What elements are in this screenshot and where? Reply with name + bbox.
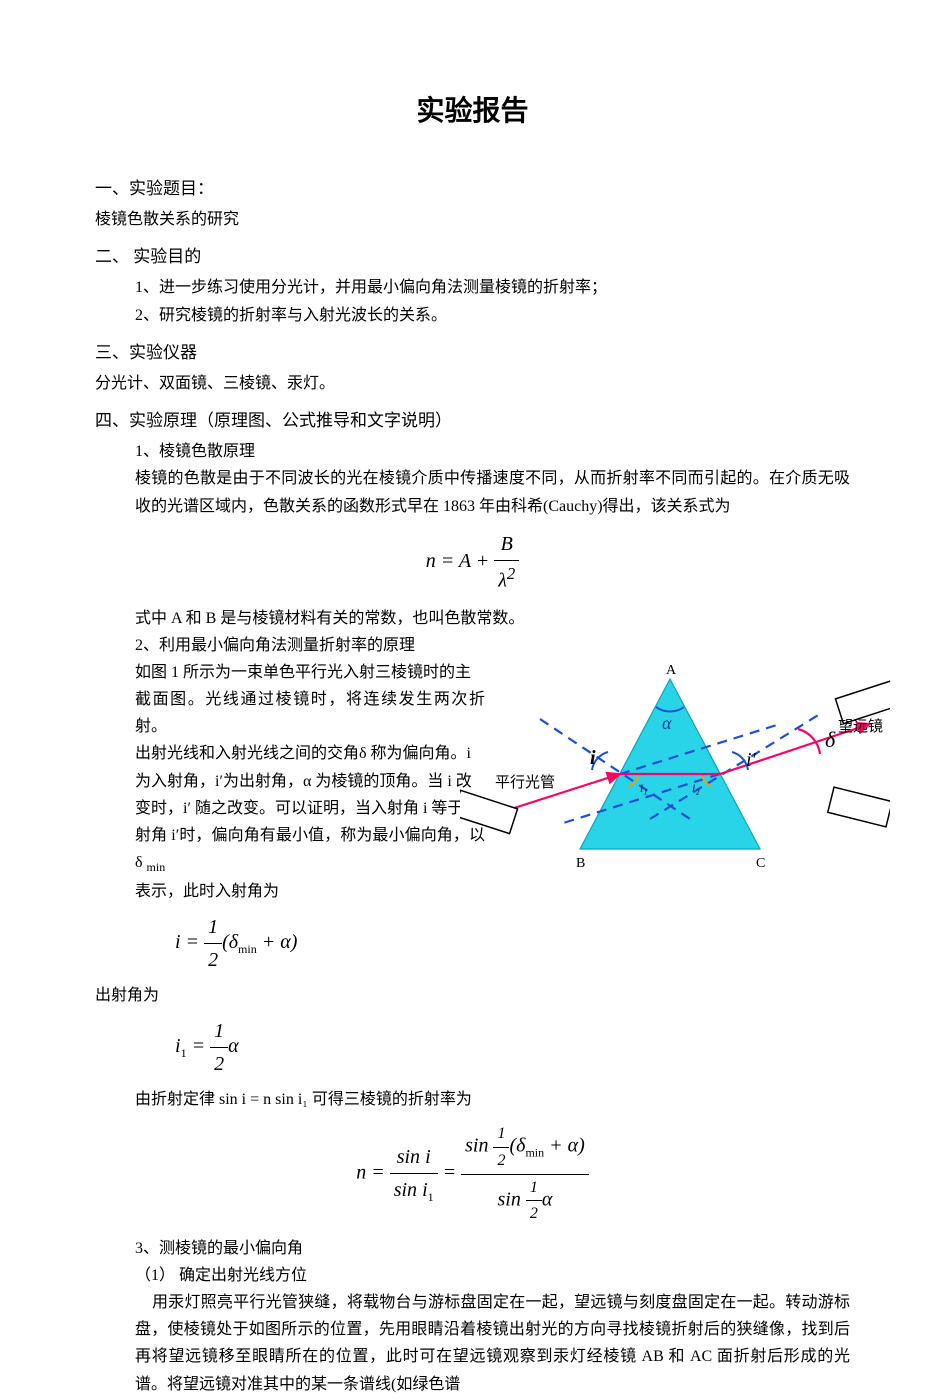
f3-num: 1 bbox=[210, 1015, 228, 1048]
p2-after: 由折射定律 sin i = n sin i₁ 可得三棱镜的折射率为 bbox=[95, 1086, 850, 1113]
section-2-item-2: 2、研究棱镜的折射率与入射光波长的关系。 bbox=[95, 302, 850, 329]
svg-text:C: C bbox=[756, 856, 765, 871]
section-3-heading: 三、实验仪器 bbox=[95, 339, 850, 366]
f1-num: B bbox=[494, 528, 519, 561]
principle-2-heading: 2、利用最小偏向角法测量折射率的原理 bbox=[95, 632, 850, 659]
p2-line-2: 出射光线和入射光线之间的交角δ 称为偏向角。i bbox=[95, 740, 485, 767]
svg-text:i′: i′ bbox=[746, 749, 757, 771]
f3-den: 2 bbox=[210, 1048, 228, 1080]
principle-1-after: 式中 A 和 B 是与棱镜材料有关的常数，也叫色散常数。 bbox=[95, 605, 850, 632]
f1-A: A bbox=[459, 550, 471, 572]
section-2-item-1: 1、进一步练习使用分光计，并用最小偏向角法测量棱镜的折射率； bbox=[95, 274, 850, 301]
section-1-body: 棱镜色散关系的研究 bbox=[95, 206, 850, 233]
principle-3-sub: （1） 确定出射光线方位 bbox=[95, 1262, 850, 1289]
f1-den: λ bbox=[498, 570, 507, 592]
svg-text:平行光管: 平行光管 bbox=[495, 774, 555, 791]
f2-close: + α) bbox=[257, 931, 298, 953]
svg-text:i₂: i₂ bbox=[692, 781, 700, 795]
p2-line-1: 截面图。光线通过棱镜时，将连续发生两次折射。 bbox=[95, 686, 485, 740]
f2-den: 2 bbox=[204, 944, 222, 976]
formula-cauchy: n = A + Bλ2 bbox=[95, 528, 850, 597]
formula-n: n = sin isin i1 = sin 12(δmin + α) sin 1… bbox=[95, 1121, 850, 1226]
f1-plus: + bbox=[471, 550, 495, 572]
principle-3-body: 用汞灯照亮平行光管狭缝，将载物台与游标盘固定在一起，望远镜与刻度盘固定在一起。转… bbox=[95, 1289, 850, 1398]
f1-eq: = bbox=[436, 550, 459, 572]
prism-diagram: A B Cα i i₁ i₂ i′ δ 平行光管 望远镜 bbox=[460, 659, 890, 899]
p2-mid: 出射角为 bbox=[95, 982, 485, 1009]
f1-lhs: n bbox=[426, 550, 436, 572]
section-4-heading: 四、实验原理（原理图、公式推导和文字说明） bbox=[95, 407, 850, 434]
f2-sub: min bbox=[238, 942, 257, 956]
p2-line-4: 变时，i′ 随之改变。可以证明，当入射角 i 等于出 bbox=[95, 795, 485, 822]
p2-line-5: 射角 i′时，偏向角有最小值，称为最小偏向角，以δ min bbox=[95, 822, 485, 878]
svg-text:δ: δ bbox=[825, 727, 836, 752]
p2-line-3: 为入射角，i′为出射角，α 为棱镜的顶角。当 i 改 bbox=[95, 768, 485, 795]
f2-rest: (δ bbox=[222, 931, 238, 953]
f3-eq: = bbox=[187, 1035, 211, 1057]
section-1-heading: 一、实验题目： bbox=[95, 175, 850, 202]
section-2-heading: 二、 实验目的 bbox=[95, 243, 850, 270]
formula-i1: i1 = 12α bbox=[95, 1015, 485, 1080]
svg-text:i₁: i₁ bbox=[640, 781, 648, 795]
page-title: 实验报告 bbox=[95, 90, 850, 135]
principle-1-body: 棱镜的色散是由于不同波长的光在棱镜介质中传播速度不同，从而折射率不同而引起的。在… bbox=[95, 465, 850, 519]
principle-1-heading: 1、棱镜色散原理 bbox=[95, 438, 850, 465]
svg-text:A: A bbox=[666, 663, 677, 678]
f3-var: α bbox=[228, 1035, 239, 1057]
svg-text:望远镜: 望远镜 bbox=[838, 717, 883, 735]
f2-lhs: i = bbox=[175, 931, 204, 953]
f1-exp: 2 bbox=[507, 564, 515, 583]
formula-i: i = 12(δmin + α) bbox=[95, 911, 485, 976]
principle-3-heading: 3、测棱镜的最小偏向角 bbox=[95, 1235, 850, 1262]
f2-num: 1 bbox=[204, 911, 222, 944]
svg-text:i: i bbox=[590, 747, 596, 769]
svg-text:α: α bbox=[662, 713, 672, 733]
p2-line-6: 表示，此时入射角为 bbox=[95, 878, 485, 905]
delta-min-sub: min bbox=[147, 860, 166, 874]
section-3-body: 分光计、双面镜、三棱镜、汞灯。 bbox=[95, 370, 850, 397]
p2-line-0: 如图 1 所示为一束单色平行光入射三棱镜时的主 bbox=[95, 659, 485, 686]
svg-text:B: B bbox=[576, 856, 585, 871]
